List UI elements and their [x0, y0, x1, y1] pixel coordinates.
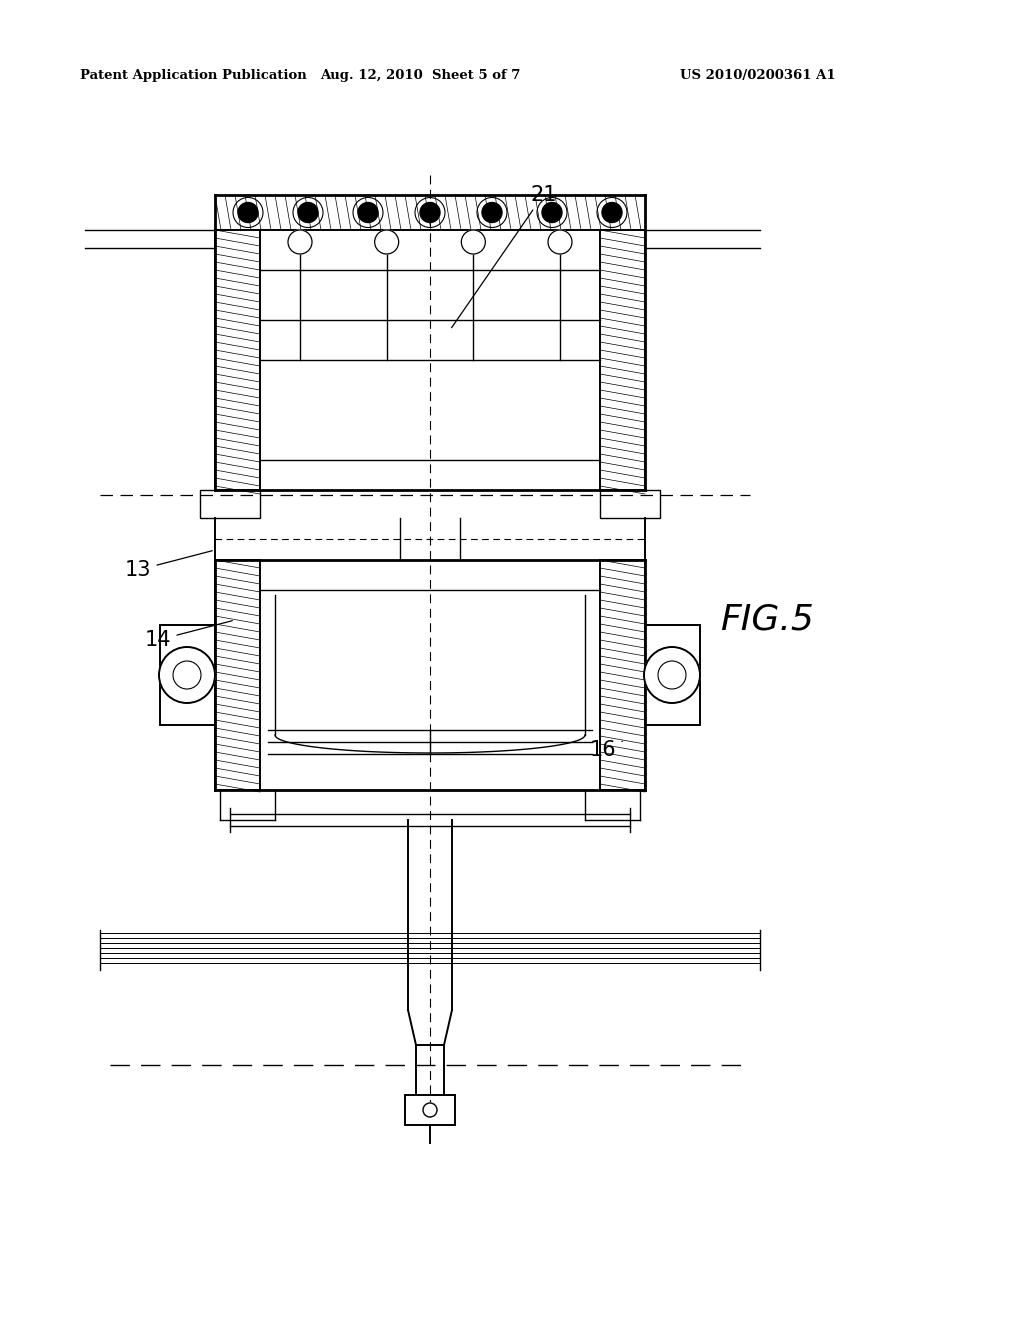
Bar — [645, 624, 700, 725]
Circle shape — [602, 202, 622, 223]
Text: Patent Application Publication: Patent Application Publication — [80, 69, 307, 82]
Circle shape — [462, 230, 485, 253]
Circle shape — [644, 647, 700, 704]
Circle shape — [423, 1104, 437, 1117]
Text: Aug. 12, 2010  Sheet 5 of 7: Aug. 12, 2010 Sheet 5 of 7 — [319, 69, 520, 82]
Bar — [600, 490, 660, 517]
Text: 21: 21 — [452, 185, 556, 327]
Text: FIG.5: FIG.5 — [720, 603, 814, 638]
Bar — [600, 230, 645, 490]
Text: 16: 16 — [590, 741, 623, 760]
Circle shape — [482, 202, 502, 223]
Text: US 2010/0200361 A1: US 2010/0200361 A1 — [680, 69, 836, 82]
Bar — [600, 560, 645, 789]
Circle shape — [548, 230, 572, 253]
Circle shape — [358, 202, 378, 223]
Bar — [200, 490, 260, 517]
Bar — [215, 560, 260, 789]
Circle shape — [420, 202, 440, 223]
Bar — [160, 624, 215, 725]
Circle shape — [542, 202, 562, 223]
Circle shape — [238, 202, 258, 223]
Circle shape — [159, 647, 215, 704]
Text: 13: 13 — [125, 550, 212, 579]
Bar — [215, 230, 260, 490]
Text: 14: 14 — [145, 620, 232, 649]
Bar — [406, 1096, 455, 1125]
Circle shape — [375, 230, 398, 253]
Circle shape — [288, 230, 312, 253]
Circle shape — [298, 202, 318, 223]
